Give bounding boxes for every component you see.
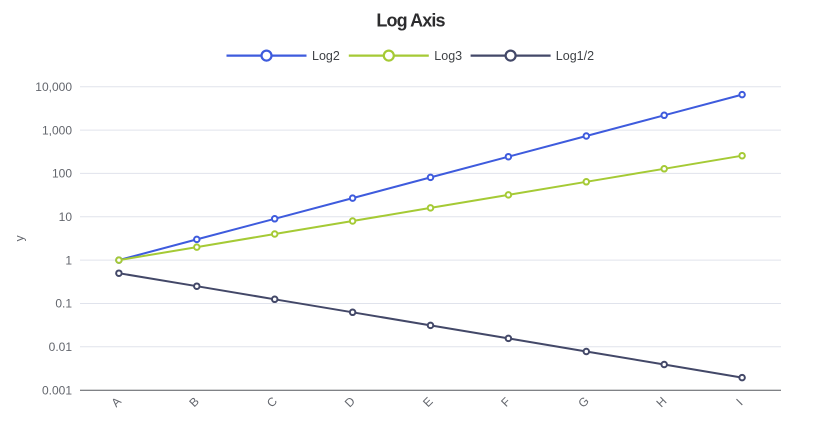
svg-text:0.01: 0.01 bbox=[49, 340, 73, 354]
svg-text:Log2: Log2 bbox=[312, 49, 340, 63]
svg-text:10,000: 10,000 bbox=[35, 80, 72, 94]
svg-text:0.1: 0.1 bbox=[55, 297, 72, 311]
svg-text:Log1/2: Log1/2 bbox=[556, 49, 594, 63]
svg-text:0.001: 0.001 bbox=[42, 383, 72, 397]
svg-text:10: 10 bbox=[59, 210, 73, 224]
svg-text:Log3: Log3 bbox=[434, 49, 462, 63]
svg-text:1,000: 1,000 bbox=[42, 123, 72, 137]
svg-text:y: y bbox=[12, 235, 26, 241]
svg-text:100: 100 bbox=[52, 167, 72, 181]
svg-text:1: 1 bbox=[65, 253, 72, 267]
svg-text:Log Axis: Log Axis bbox=[376, 11, 445, 31]
